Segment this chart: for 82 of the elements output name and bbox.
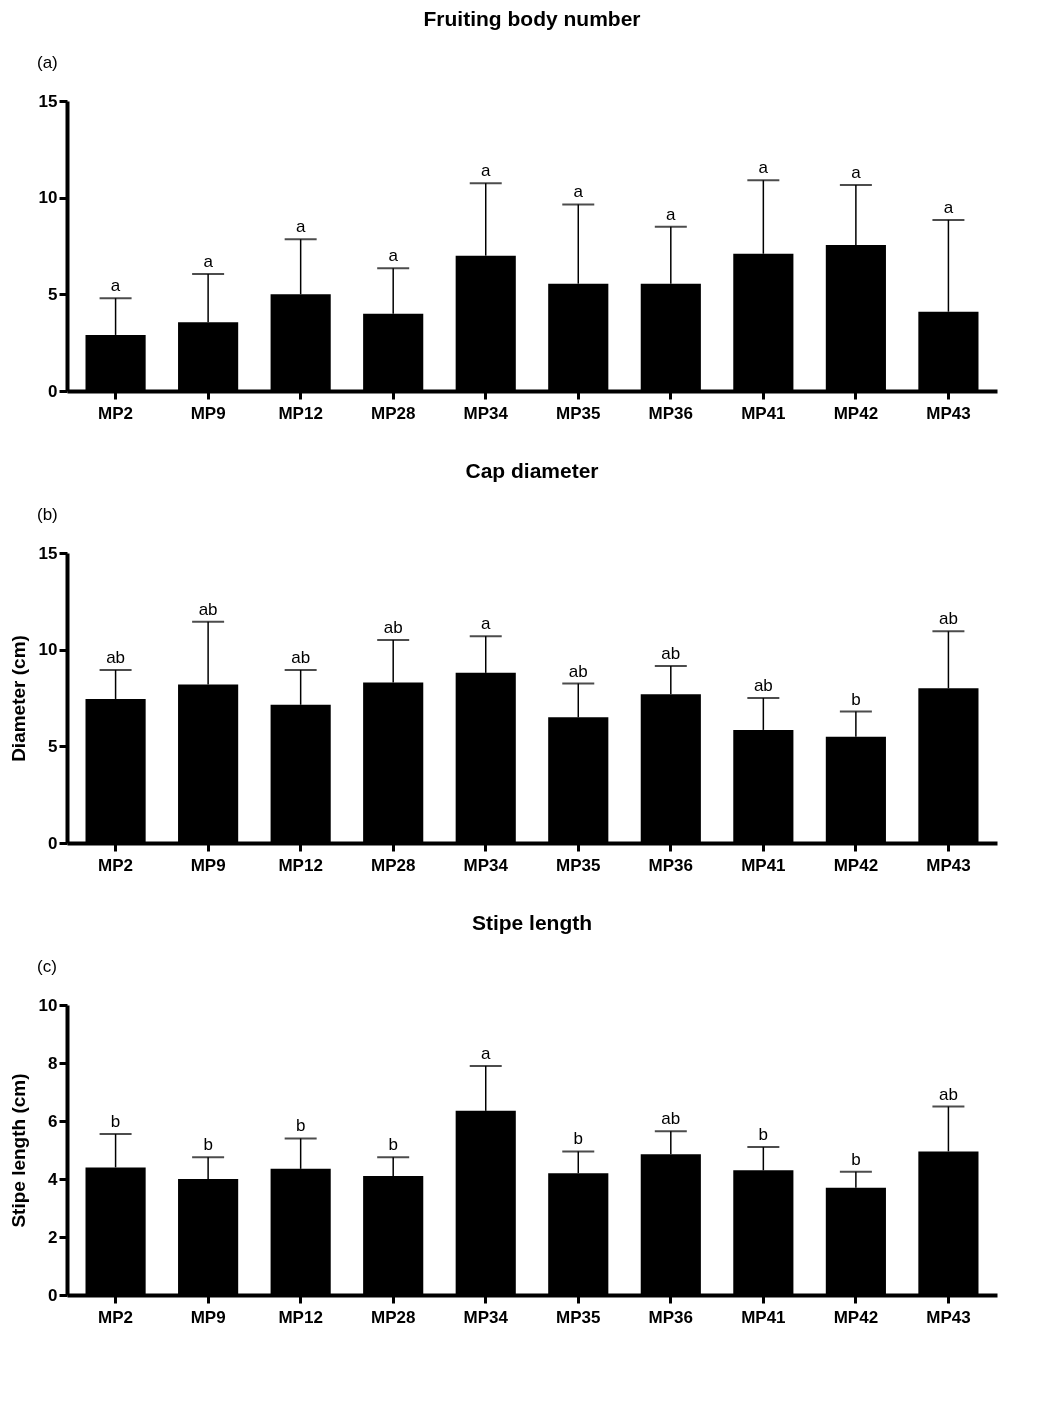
- x-tick-label: MP42: [833, 403, 879, 423]
- y-tick-label: 0: [48, 381, 58, 401]
- y-tick-label: 0: [48, 833, 58, 853]
- annotation: b: [295, 1116, 306, 1136]
- x-tick-label: MP2: [98, 855, 134, 875]
- x-tick-label: MP34: [463, 1307, 509, 1327]
- annotation: b: [851, 689, 861, 709]
- x-tick-label: MP36: [648, 1307, 694, 1327]
- x-tick-label: MP41: [741, 1307, 786, 1327]
- annotation: ab: [661, 1109, 681, 1129]
- y-tick-label: 5: [48, 736, 58, 756]
- annotation: ab: [198, 599, 218, 619]
- y-tick-label: 15: [38, 91, 58, 111]
- annotation: b: [110, 1112, 121, 1132]
- annotation: a: [943, 197, 954, 217]
- x-tick-label: MP35: [556, 403, 601, 423]
- annotation: ab: [383, 618, 403, 637]
- chart-title: Cap diameter: [465, 459, 599, 482]
- x-tick-label: MP34: [463, 855, 509, 875]
- annotation: b: [203, 1135, 213, 1155]
- annotation: ab: [753, 676, 773, 695]
- text: (c): [37, 957, 57, 976]
- annotation: ab: [291, 647, 311, 667]
- x-tick-label: MP12: [278, 1307, 323, 1327]
- x-tick-label: MP2: [98, 403, 134, 423]
- annotation: b: [758, 1125, 769, 1145]
- x-tick-label: MP12: [278, 403, 323, 423]
- y-tick-label: 10: [38, 188, 58, 208]
- chart-title: Stipe length: [471, 911, 593, 934]
- annotation: b: [573, 1129, 583, 1149]
- annotation: a: [295, 217, 306, 237]
- x-tick-label: MP34: [463, 403, 509, 423]
- x-tick-label: MP42: [833, 1307, 879, 1327]
- annotation: a: [481, 1043, 491, 1063]
- y-tick-label: 2: [48, 1227, 58, 1247]
- text: (a): [37, 53, 58, 72]
- annotation: a: [110, 276, 121, 296]
- x-tick-label: MP35: [556, 1307, 601, 1327]
- annotation: a: [666, 204, 677, 224]
- x-tick-label: MP43: [926, 403, 971, 423]
- x-tick-label: MP28: [370, 1307, 416, 1327]
- y-tick-label: 10: [38, 995, 58, 1015]
- y-tick-label: 15: [38, 543, 58, 563]
- annotation: ab: [568, 661, 588, 681]
- annotation: a: [203, 252, 214, 272]
- y-tick-label: 4: [48, 1169, 59, 1189]
- annotation: ab: [938, 1084, 958, 1104]
- x-tick-label: MP36: [648, 403, 694, 423]
- chart-title: Fruiting body number: [423, 7, 641, 30]
- annotation: a: [758, 158, 769, 178]
- x-tick-label: MP35: [556, 855, 601, 875]
- text: (b): [37, 505, 58, 524]
- y-tick-label: 8: [48, 1053, 58, 1073]
- y-tick-label: 6: [48, 1111, 58, 1131]
- y-axis-title: Stipe length (cm): [7, 1073, 29, 1228]
- annotation: a: [481, 614, 491, 634]
- annotation: a: [388, 246, 399, 266]
- x-tick-label: MP28: [370, 403, 416, 423]
- annotation: ab: [661, 644, 681, 664]
- y-axis-title: Diameter (cm): [7, 635, 29, 762]
- x-tick-label: MP43: [926, 1307, 971, 1327]
- y-tick-label: 0: [48, 1285, 58, 1305]
- x-tick-label: MP9: [190, 1307, 226, 1327]
- annotation: ab: [106, 647, 126, 667]
- annotation: ab: [938, 609, 958, 629]
- annotation: a: [573, 182, 584, 202]
- x-tick-label: MP2: [98, 1307, 134, 1327]
- x-tick-label: MP42: [833, 855, 879, 875]
- x-tick-label: MP9: [190, 403, 226, 423]
- x-tick-label: MP41: [741, 403, 786, 423]
- x-tick-label: MP28: [370, 855, 416, 875]
- annotation: a: [481, 161, 491, 181]
- y-tick-label: 5: [48, 284, 58, 304]
- x-tick-label: MP12: [278, 855, 323, 875]
- x-tick-label: MP41: [741, 855, 786, 875]
- annotation: b: [388, 1135, 398, 1155]
- annotation: b: [851, 1149, 861, 1169]
- annotation: a: [851, 163, 862, 183]
- x-tick-label: MP9: [190, 855, 226, 875]
- x-tick-label: MP36: [648, 855, 694, 875]
- y-tick-label: 10: [38, 640, 58, 660]
- x-tick-label: MP43: [926, 855, 971, 875]
